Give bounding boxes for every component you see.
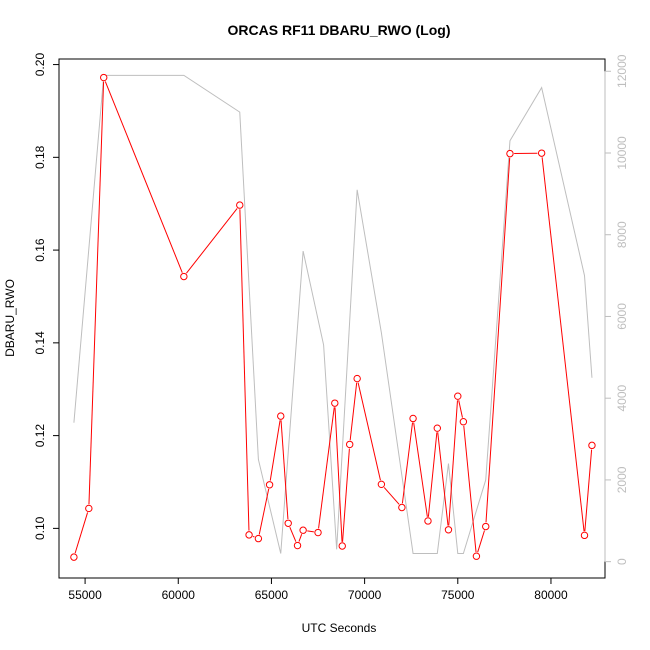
y2-tick-label: 10000 [615,136,629,170]
series-line-segment [307,530,314,533]
series-line-segment [413,422,428,517]
y-tick-label: 0.14 [33,331,47,355]
data-point [377,480,386,489]
series-layer [70,73,596,561]
series-line-segment [318,407,335,529]
data-point [482,522,490,531]
series-line-segment [349,382,358,441]
y2-tick-label: 6000 [615,303,629,330]
series-line-segment [463,425,477,553]
data-point [180,272,188,281]
data-point [472,552,481,560]
x-tick-label: 55000 [68,588,102,602]
series-line-segment [239,209,250,531]
y-tick-label: 0.10 [33,516,47,540]
series-line-segment [342,448,350,542]
series-line-segment [401,422,414,504]
data-point [314,528,322,537]
data-point [424,517,432,525]
series-line-segment [458,400,463,418]
data-point [537,149,546,157]
data-point [70,553,78,561]
data-point [454,392,462,400]
series-line-segment [289,526,297,542]
data-point [236,201,244,209]
y-axis-left: 0.10 0.12 0.14 0.16 0.18 0.20 [33,53,60,540]
series-line-segment [88,81,105,505]
data-point [284,519,292,527]
data-point [346,440,354,449]
y2-tick-label: 12000 [615,54,629,88]
data-point [293,541,302,550]
y-tick-label: 0.18 [33,145,47,169]
y2-tick-label: 2000 [615,466,629,493]
x-tick-label: 70000 [348,588,382,602]
y2-tick-label: 8000 [615,221,629,248]
series-line-segment [448,400,458,526]
series-line-segment [584,449,593,532]
series-line-segment [477,530,485,553]
series-line-segment [298,534,303,542]
series-line-segment [74,512,89,554]
data-point [444,526,453,534]
series-line-segment [334,407,343,542]
series-line-segment [437,432,449,526]
data-point [409,414,417,423]
series-line-segment [357,382,381,481]
data-point [299,526,307,534]
series-line-segment [541,157,585,532]
y-tick-label: 0.12 [33,424,47,448]
y-axis-label: DBARU_RWO [3,279,17,357]
data-point [353,374,361,383]
y2-tick-label: 0 [615,558,629,565]
series-line-segment [252,535,255,538]
y-axis-right: 0 2000 4000 6000 8000 10000 12000 [604,54,629,565]
series-line-segment [280,420,289,520]
series-line-segment [383,487,400,505]
x-tick-label: 75000 [441,588,475,602]
data-point [398,503,406,512]
data-point [338,542,346,550]
series-line-segment [427,432,438,517]
x-tick-label: 60000 [162,588,196,602]
series-line-segment [186,208,238,274]
data-point [433,424,441,432]
y-tick-label: 0.20 [33,53,47,77]
data-point [331,399,339,407]
x-axis-label: UTC Seconds [302,621,377,635]
data-point [459,417,468,426]
y-tick-label: 0.16 [33,238,47,262]
series-line-segment [104,81,183,273]
chart-title: ORCAS RF11 DBARU_RWO (Log) [228,22,451,38]
data-point [588,441,596,450]
x-axis: 55000 60000 65000 70000 75000 80000 [68,577,568,602]
plot-frame [58,58,606,579]
series-line-right [73,74,593,554]
x-tick-label: 80000 [534,588,568,602]
data-point [245,531,253,539]
series-line-segment [258,488,270,535]
data-point [254,534,263,543]
series-line-segment [269,420,281,481]
y2-tick-label: 4000 [615,385,629,412]
data-point [85,504,93,513]
data-point [265,481,274,489]
series-line-segment [485,157,511,523]
data-point [277,412,285,420]
data-point [506,149,514,158]
data-point [100,73,108,82]
x-tick-label: 65000 [255,588,289,602]
data-point [580,531,589,540]
